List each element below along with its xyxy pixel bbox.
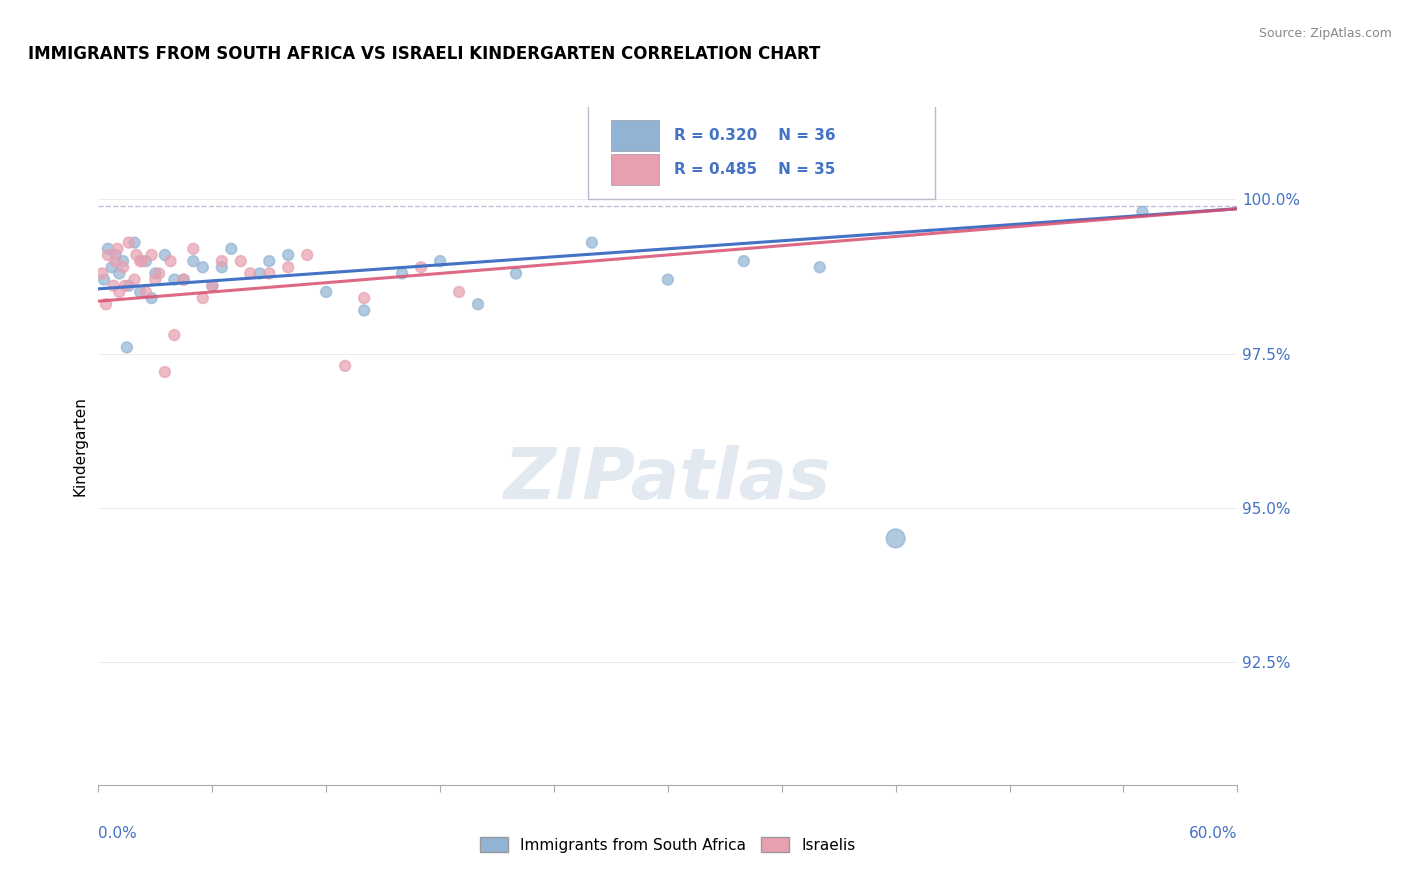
Point [733,254,755,268]
Point [505,267,527,281]
Point [148,267,170,281]
Point [108,285,131,299]
Point [118,235,141,250]
Point [94,297,117,311]
Point [429,254,451,268]
Point [411,260,433,275]
Point [108,267,131,281]
FancyBboxPatch shape [588,105,935,199]
Point [353,303,375,318]
Point [107,242,129,256]
Point [100,260,122,275]
Point [211,254,233,268]
Point [104,248,127,262]
Point [249,267,271,281]
Point [808,260,831,275]
Point [129,254,152,268]
Point [221,242,243,256]
Point [153,365,176,379]
Point [115,340,138,354]
Point [297,248,319,262]
Text: ZIPatlas: ZIPatlas [505,445,831,515]
Point [97,242,120,256]
Point [135,285,157,299]
Point [191,291,214,305]
Point [135,254,157,268]
Point [211,260,233,275]
Point [277,248,299,262]
Point [159,254,181,268]
Text: R = 0.485    N = 35: R = 0.485 N = 35 [673,162,835,177]
Point [129,285,152,299]
Point [353,291,375,305]
Point [335,359,357,373]
Point [91,267,114,281]
Point [163,328,186,343]
Point [467,297,489,311]
Point [173,272,195,286]
Point [124,272,146,286]
Text: Source: ZipAtlas.com: Source: ZipAtlas.com [1258,27,1392,40]
Point [391,267,413,281]
Legend: Immigrants from South Africa, Israelis: Immigrants from South Africa, Israelis [474,830,862,859]
Point [581,235,603,250]
Point [112,260,135,275]
Point [93,272,115,286]
FancyBboxPatch shape [612,120,659,151]
Point [141,291,163,305]
Point [112,254,135,268]
Point [447,285,470,299]
Text: IMMIGRANTS FROM SOUTH AFRICA VS ISRAELI KINDERGARTEN CORRELATION CHART: IMMIGRANTS FROM SOUTH AFRICA VS ISRAELI … [28,45,821,62]
Point [173,272,195,286]
Point [145,267,167,281]
Text: 60.0%: 60.0% [1189,826,1237,840]
Point [114,278,136,293]
Point [884,532,907,546]
Point [141,248,163,262]
Point [124,235,146,250]
FancyBboxPatch shape [612,153,659,185]
Point [315,285,337,299]
Point [183,254,205,268]
Point [201,278,224,293]
Point [277,260,299,275]
Point [97,248,120,262]
Point [239,267,262,281]
Point [229,254,252,268]
Point [163,272,186,286]
Point [131,254,153,268]
Point [657,272,679,286]
Point [183,242,205,256]
Y-axis label: Kindergarten: Kindergarten [72,396,87,496]
Text: R = 0.320    N = 36: R = 0.320 N = 36 [673,128,835,143]
Point [145,272,167,286]
Point [103,278,125,293]
Point [201,278,224,293]
Point [118,278,141,293]
Point [1132,204,1154,219]
Text: 0.0%: 0.0% [98,826,138,840]
Point [104,254,127,268]
Point [259,267,281,281]
Point [125,248,148,262]
Point [153,248,176,262]
Point [191,260,214,275]
Point [259,254,281,268]
